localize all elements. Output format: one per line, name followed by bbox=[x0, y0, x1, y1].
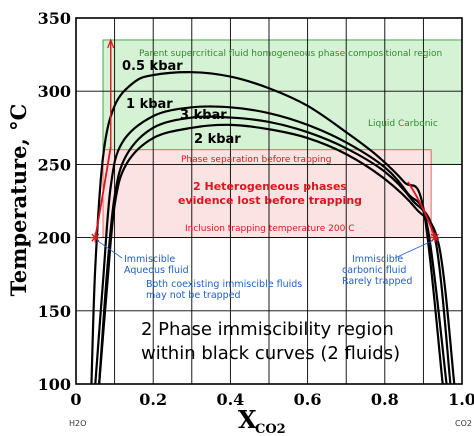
curve-2-kbar bbox=[98, 123, 456, 385]
x-end-label-h2o: H2O bbox=[69, 419, 86, 428]
region-label-1: 2 Phase immiscibility region bbox=[141, 319, 394, 340]
x-tick-label: 0.6 bbox=[294, 390, 322, 409]
curve-0.5-kbar bbox=[90, 71, 444, 385]
y-tick-label: 350 bbox=[38, 9, 71, 28]
y-tick-label: 250 bbox=[38, 155, 71, 174]
label-1kbar: 1 kbar bbox=[126, 97, 173, 112]
supercritical-label: Parent supercritical fluid homogeneous p… bbox=[139, 49, 442, 59]
label-3kbar: 3 kbar bbox=[180, 108, 227, 123]
immiscible-aqueous-2: Aqueous fluid bbox=[124, 265, 189, 276]
heterogeneous-label-1: 2 Heterogeneous phases bbox=[193, 180, 347, 193]
x-axis-title-sub: CO2 bbox=[255, 422, 286, 436]
phase-separation-label: Phase separation before trapping bbox=[181, 155, 331, 165]
x-axis-title-main: X bbox=[238, 405, 257, 434]
region-label-2: within black curves (2 fluids) bbox=[141, 343, 400, 364]
label-0.5kbar: 0.5 kbar bbox=[122, 59, 183, 74]
liquid-carbonic-label: Liquid Carbonic bbox=[368, 119, 438, 129]
marker-stroke bbox=[430, 233, 439, 242]
y-tick-label: 300 bbox=[38, 82, 71, 101]
y-axis-title: Temperature, °C bbox=[6, 104, 31, 297]
y-tick-label: 150 bbox=[38, 302, 71, 321]
marker-stroke bbox=[91, 233, 100, 242]
plot-frame bbox=[75, 17, 463, 385]
label-2kbar: 2 kbar bbox=[194, 132, 241, 147]
y-tick-label: 100 bbox=[38, 375, 71, 394]
immiscible-aqueous-1: Immiscible bbox=[124, 254, 175, 265]
x-end-label-co2: CO2 bbox=[455, 419, 472, 428]
coexisting-label-2: may not be trapped bbox=[146, 290, 241, 301]
coexisting-label-1: Both coexisting immiscible fluids bbox=[146, 279, 302, 290]
heterogeneous-label-2: evidence lost before trapping bbox=[178, 194, 362, 207]
trapping-point-marker bbox=[90, 232, 101, 243]
immiscible-carbonic-2: carbonic fluid bbox=[342, 265, 406, 276]
immiscible-carbonic-3: Rarely trapped bbox=[342, 276, 412, 287]
red-trapping-path-right bbox=[407, 181, 436, 238]
x-tick-label: 0.4 bbox=[216, 390, 244, 409]
supercritical-region bbox=[102, 39, 463, 165]
x-tick-label: 0.8 bbox=[371, 390, 399, 409]
pointer-line-aqueous bbox=[96, 240, 123, 259]
x-tick-label: 0 bbox=[70, 390, 81, 409]
pointer-line-carbonic bbox=[394, 240, 434, 259]
red-trapping-path-left bbox=[94, 146, 112, 238]
curve-3-kbar bbox=[98, 115, 452, 385]
arrow-head-icon bbox=[107, 38, 115, 49]
trapping-point-marker bbox=[429, 232, 440, 243]
y-tick-label: 200 bbox=[38, 229, 71, 248]
immiscible-carbonic-1: Immiscible bbox=[352, 254, 403, 265]
x-tick-label: 1.0 bbox=[448, 390, 474, 409]
inclusion-trapping-label: Inclusion trapping temperature 200 C bbox=[185, 224, 354, 234]
x-tick-label: 0.2 bbox=[139, 390, 167, 409]
